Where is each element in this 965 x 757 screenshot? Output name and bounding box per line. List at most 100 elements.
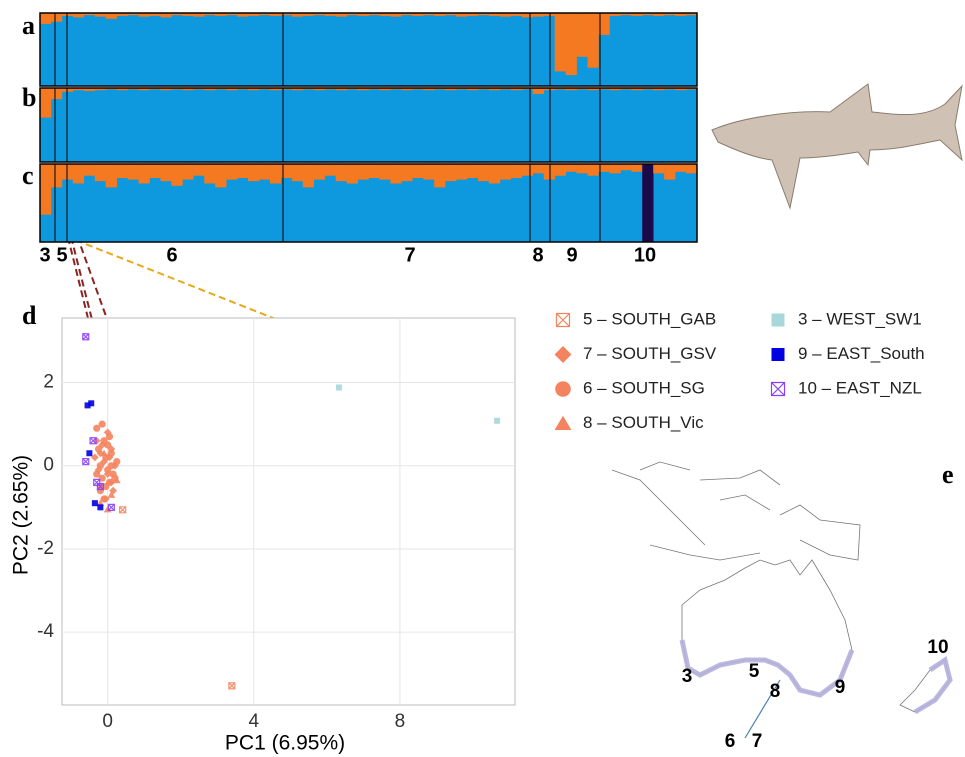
scatter-point: [94, 445, 103, 453]
scatter-point: [100, 449, 108, 457]
scatter-point: [107, 503, 115, 511]
scatter-point: [86, 450, 93, 457]
scatter-point: [98, 420, 106, 428]
panel-label: a: [22, 11, 35, 40]
admixture-bar: [368, 13, 380, 16]
admixture-bar: [50, 88, 63, 100]
x-axis-label: PC1 (6.95%): [225, 732, 345, 755]
admixture-bar: [445, 88, 457, 91]
population-label: 5: [56, 244, 67, 266]
legend-label: 5 – SOUTH_GAB: [583, 309, 716, 328]
admixture-bar: [357, 164, 369, 180]
population-label: 3: [39, 244, 50, 266]
coast-highlight: [679, 639, 953, 715]
map-label: 9: [835, 677, 846, 698]
admixture-bar: [335, 13, 347, 17]
admixture-bar: [280, 13, 293, 16]
admixture-bar: [642, 13, 654, 16]
legend-symbol: [771, 348, 785, 361]
admixture-bar: [50, 164, 63, 188]
admixture-bar: [445, 13, 457, 16]
admixture-bar: [269, 164, 282, 184]
admixture-bar: [40, 13, 52, 24]
admixture-bar: [237, 164, 249, 179]
shark-illustration: [711, 83, 963, 210]
admixture-bar: [226, 88, 238, 91]
legend-symbol: [554, 415, 572, 430]
admixture-bar: [587, 13, 599, 68]
admixture-bar: [642, 164, 654, 242]
admixture-bar: [127, 13, 139, 16]
admixture-bar: [357, 13, 369, 16]
admixture-bar: [445, 164, 457, 182]
admixture-bar: [149, 13, 161, 16]
scatter-point: [96, 462, 104, 470]
admixture-bar: [335, 88, 347, 91]
map-label: 3: [682, 666, 693, 687]
admixture-bar: [61, 13, 74, 16]
scatter-point: [100, 457, 108, 466]
admixture-bar: [61, 164, 74, 180]
admixture-bar: [543, 164, 555, 180]
scatter-point: [109, 486, 118, 495]
admixture-bar: [160, 164, 172, 182]
row-frame: [39, 163, 698, 243]
admixture-bar: [324, 164, 336, 176]
admixture-bar: [204, 88, 216, 91]
admixture-bar: [248, 88, 260, 91]
admixture-bar: [357, 88, 369, 91]
admixture-bar: [565, 13, 577, 76]
admixture-bar: [631, 164, 643, 172]
y-tick-label: 0: [43, 455, 54, 476]
panel-label: c: [22, 161, 34, 190]
admixture-bar: [686, 13, 698, 16]
map-label: 6: [725, 731, 736, 752]
admixture-bar: [478, 13, 490, 16]
admixture-bar: [280, 164, 293, 179]
row-frame: [39, 12, 698, 87]
pointer-line: [744, 679, 781, 739]
admixture-bar: [138, 13, 150, 17]
admixture-bar: [510, 88, 523, 91]
admixture-bar: [423, 164, 435, 180]
admixture-bar: [631, 13, 643, 16]
admixture-bar: [510, 164, 523, 179]
admixture-bar: [609, 164, 621, 174]
scatter-point: [107, 449, 115, 457]
structure-background: [40, 88, 697, 162]
admixture-bar: [324, 13, 336, 16]
admixture-bar: [50, 13, 63, 22]
scatter-point: [91, 500, 98, 507]
y-tick-label: 2: [43, 372, 54, 393]
scatter-point: [93, 424, 101, 432]
admixture-bar: [467, 88, 479, 91]
population-label: 8: [532, 244, 543, 266]
scatter-point: [103, 428, 112, 437]
y-axis-label: PC2 (2.65%): [10, 455, 33, 575]
admixture-bar: [467, 13, 479, 16]
admixture-bar: [499, 164, 512, 180]
scatter-point: [88, 400, 95, 407]
admixture-bar: [379, 88, 391, 91]
admixture-bar: [379, 13, 391, 16]
legend-label: 8 – SOUTH_Vic: [583, 413, 704, 432]
admixture-bar: [434, 13, 446, 16]
admixture-bar: [226, 13, 238, 16]
admixture-bar: [368, 164, 380, 179]
admixture-bar: [269, 88, 282, 91]
legend-symbol: [770, 381, 786, 397]
admixture-bar: [116, 13, 128, 16]
admixture-bar: [160, 88, 172, 91]
admixture-bar: [620, 13, 632, 16]
admixture-bar: [576, 164, 588, 174]
admixture-bar: [488, 88, 501, 91]
admixture-bar: [302, 13, 315, 16]
admixture-bar: [61, 88, 74, 92]
admixture-bar: [160, 13, 172, 18]
admixture-bar: [488, 13, 501, 16]
legend-symbol: [555, 381, 571, 397]
admixture-bar: [40, 164, 52, 215]
admixture-bar: [171, 13, 183, 16]
admixture-bar: [313, 164, 325, 180]
